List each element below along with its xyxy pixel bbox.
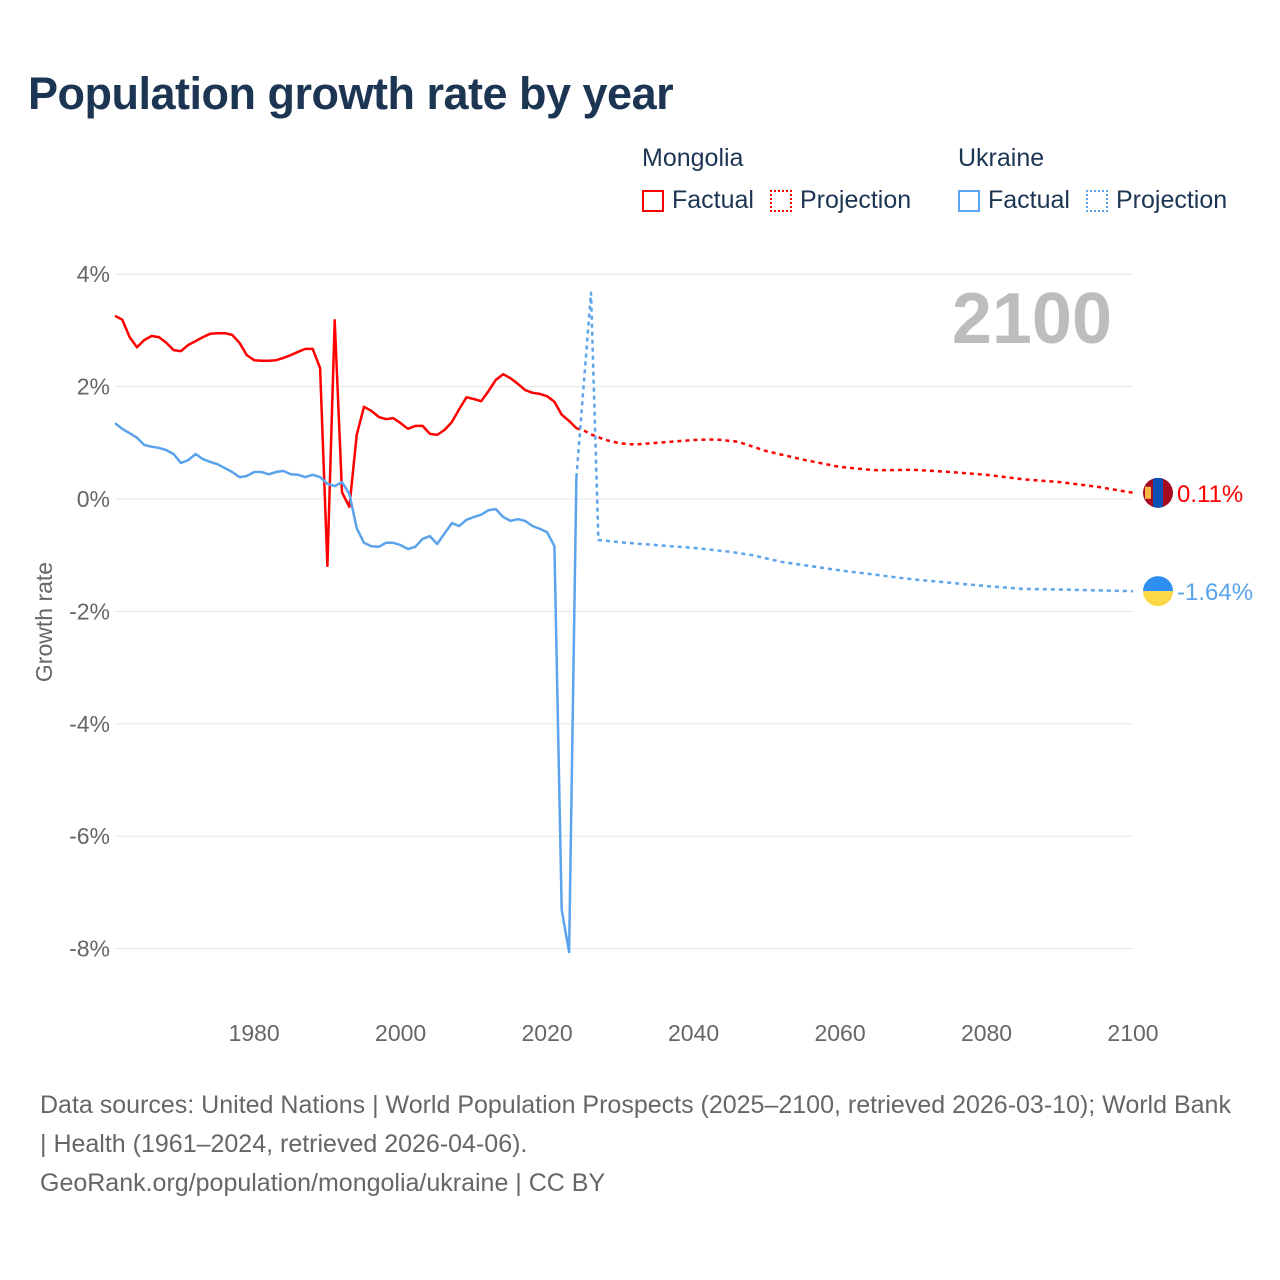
year-watermark: 2100 — [952, 279, 1112, 359]
footer: Data sources: United Nations | World Pop… — [40, 1086, 1240, 1203]
ukraine-flag-icon — [1143, 576, 1173, 607]
flag-band — [1143, 576, 1173, 592]
series-line-mongolia-factual — [114, 314, 578, 568]
flag-band — [1143, 591, 1173, 607]
chart-title: Population growth rate by year — [28, 68, 674, 119]
legend-group-name: Ukraine — [958, 144, 1045, 172]
legend-ukraine: Ukraine Factual Projection — [958, 144, 1243, 215]
legend-label: Projection — [1115, 186, 1228, 214]
legend-label: Projection — [799, 186, 912, 214]
legend-ukraine-projection[interactable]: Projection — [1085, 186, 1228, 215]
y-tick-label: -4% — [69, 711, 110, 737]
end-marker-ukraine — [1143, 576, 1173, 607]
x-tick-label: 1980 — [229, 1020, 280, 1046]
source-link[interactable]: GeoRank.org/population/mongolia/ukraine … — [40, 1169, 606, 1197]
legend-swatch-dotted — [769, 189, 792, 212]
legend-group-name: Mongolia — [642, 144, 744, 172]
y-tick-label: 2% — [77, 374, 110, 400]
legend-mongolia: Mongolia Factual Projection — [642, 144, 927, 215]
series-line-ukraine-projection — [575, 291, 1134, 593]
y-axis-label: Growth rate — [31, 562, 57, 682]
legend-swatch-dotted — [1085, 189, 1108, 212]
end-marker-mongolia — [1143, 477, 1173, 508]
legend-ukraine-factual[interactable]: Factual — [958, 186, 1070, 215]
series-line-mongolia-projection — [576, 427, 1134, 495]
y-tick-label: -2% — [69, 598, 110, 624]
y-tick-label: 4% — [77, 261, 110, 287]
x-tick-label: 2060 — [814, 1020, 865, 1046]
end-value-label: -1.64% — [1177, 579, 1253, 606]
legend-mongolia-projection[interactable]: Projection — [769, 186, 912, 215]
end-value-label: 0.11% — [1177, 481, 1243, 508]
legend-mongolia-factual[interactable]: Factual — [642, 186, 754, 215]
legend-label: Factual — [988, 186, 1070, 214]
legend-swatch-solid — [958, 189, 980, 212]
soyombo-emblem — [1145, 486, 1151, 499]
legend-label: Factual — [672, 186, 754, 214]
y-tick-label: -8% — [69, 936, 110, 962]
x-tick-label: 2000 — [375, 1020, 426, 1046]
series-line-ukraine-factual — [114, 422, 578, 954]
x-tick-label: 2080 — [961, 1020, 1012, 1046]
x-tick-label: 2020 — [522, 1020, 573, 1046]
x-tick-label: 2040 — [668, 1020, 719, 1046]
y-tick-label: 0% — [77, 486, 110, 512]
data-sources: Data sources: United Nations | World Pop… — [40, 1091, 1231, 1158]
x-tick-label: 2100 — [1107, 1020, 1158, 1046]
y-tick-label: -6% — [69, 823, 110, 849]
mongolia-flag-icon — [1143, 477, 1173, 508]
flag-band — [1153, 477, 1163, 508]
legend-swatch-solid — [642, 189, 664, 212]
